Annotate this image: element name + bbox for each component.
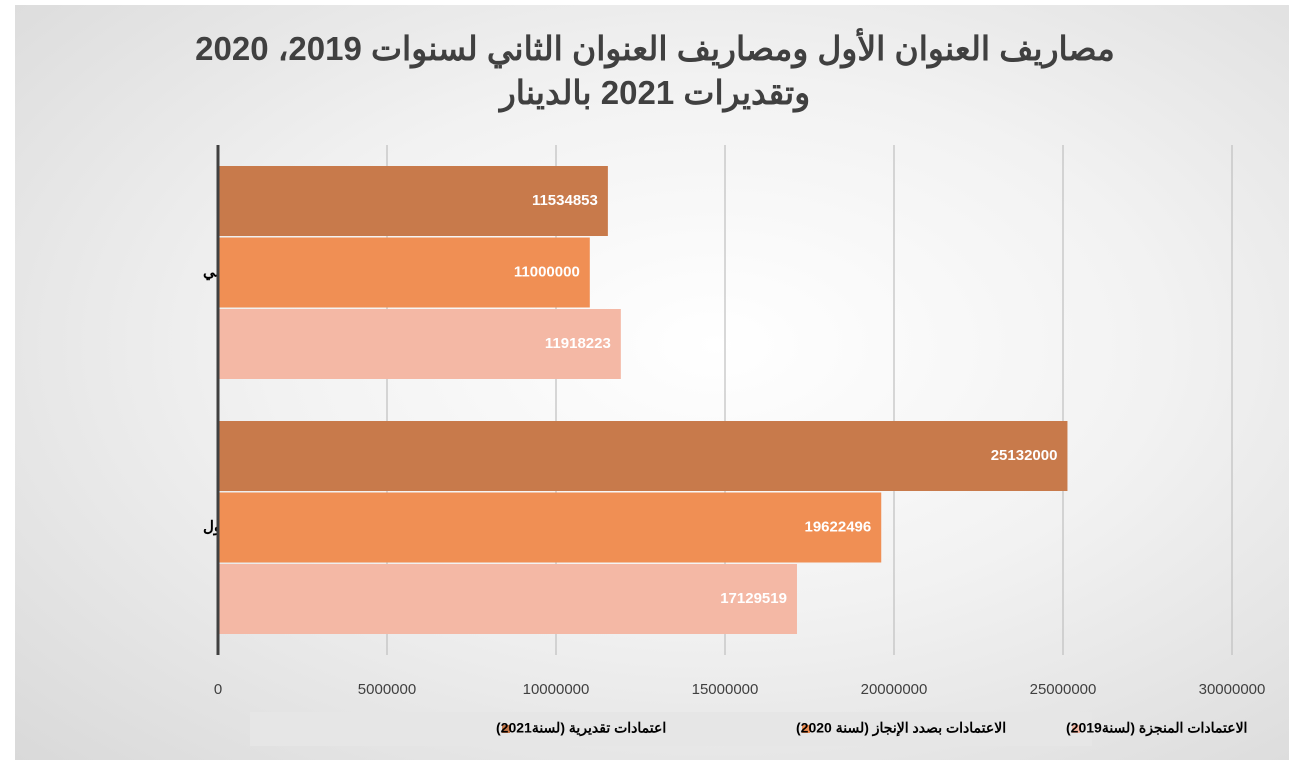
x-tick-label: 30000000	[1199, 681, 1266, 698]
legend-label: الاعتمادات المنجزة (لسنة2019)	[1066, 720, 1247, 737]
data-label: 11918223	[545, 335, 611, 352]
bar	[218, 564, 797, 634]
x-tick-label: 20000000	[861, 681, 928, 698]
chart-title: مصاريف العنوان الأول ومصاريف العنوان الث…	[195, 30, 1115, 111]
legend-label: اعتمادات تقديرية (لسنة2021)	[496, 720, 666, 737]
bar	[218, 492, 882, 563]
x-tick-label: 25000000	[1030, 681, 1097, 698]
legend-swatch	[1072, 725, 1080, 733]
data-label: 25132000	[991, 447, 1058, 464]
x-tick-label: 15000000	[692, 681, 759, 698]
legend-box	[250, 712, 1092, 746]
data-label: 19622496	[804, 518, 871, 535]
legend-swatch	[802, 725, 810, 733]
bar	[218, 421, 1068, 491]
x-tick-label: 10000000	[523, 681, 590, 698]
legend-swatch	[502, 725, 510, 733]
data-label: 11000000	[514, 263, 580, 280]
x-tick-label: 5000000	[358, 681, 416, 698]
x-tick-label: 0	[214, 681, 222, 698]
bar	[218, 309, 621, 379]
bar	[218, 166, 608, 236]
bar	[218, 237, 590, 308]
legend-label: الاعتمادات بصدد الإنجاز (لسنة 2020)	[796, 720, 1006, 738]
data-label: 17129519	[720, 590, 787, 607]
data-label: 11534853	[532, 192, 598, 209]
chart-area: مصاريف العنوان الأول ومصاريف العنوان الث…	[15, 5, 1289, 760]
